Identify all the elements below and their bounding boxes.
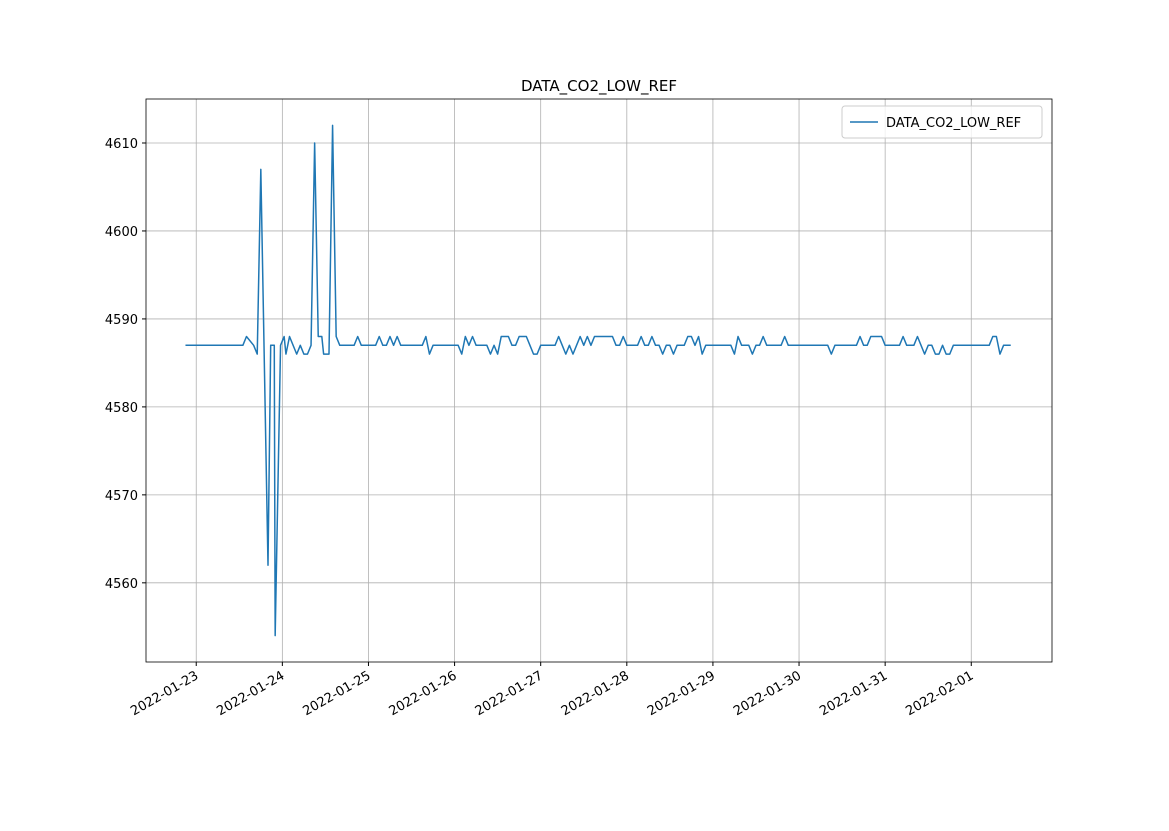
data-line <box>185 124 1011 637</box>
y-tick-label: 4610 <box>105 137 138 152</box>
chart-title: DATA_CO2_LOW_REF <box>521 77 677 96</box>
y-tick-label: 4560 <box>105 577 138 592</box>
y-tick-label: 4570 <box>105 489 138 504</box>
y-tick-label: 4580 <box>105 401 138 416</box>
legend: DATA_CO2_LOW_REF <box>841 105 1043 139</box>
legend-box <box>841 105 1043 139</box>
y-tick-label: 4600 <box>105 225 138 240</box>
legend-label: DATA_CO2_LOW_REF <box>886 116 1021 131</box>
y-tick-label: 4590 <box>105 313 138 328</box>
plot-frame <box>145 98 1053 663</box>
